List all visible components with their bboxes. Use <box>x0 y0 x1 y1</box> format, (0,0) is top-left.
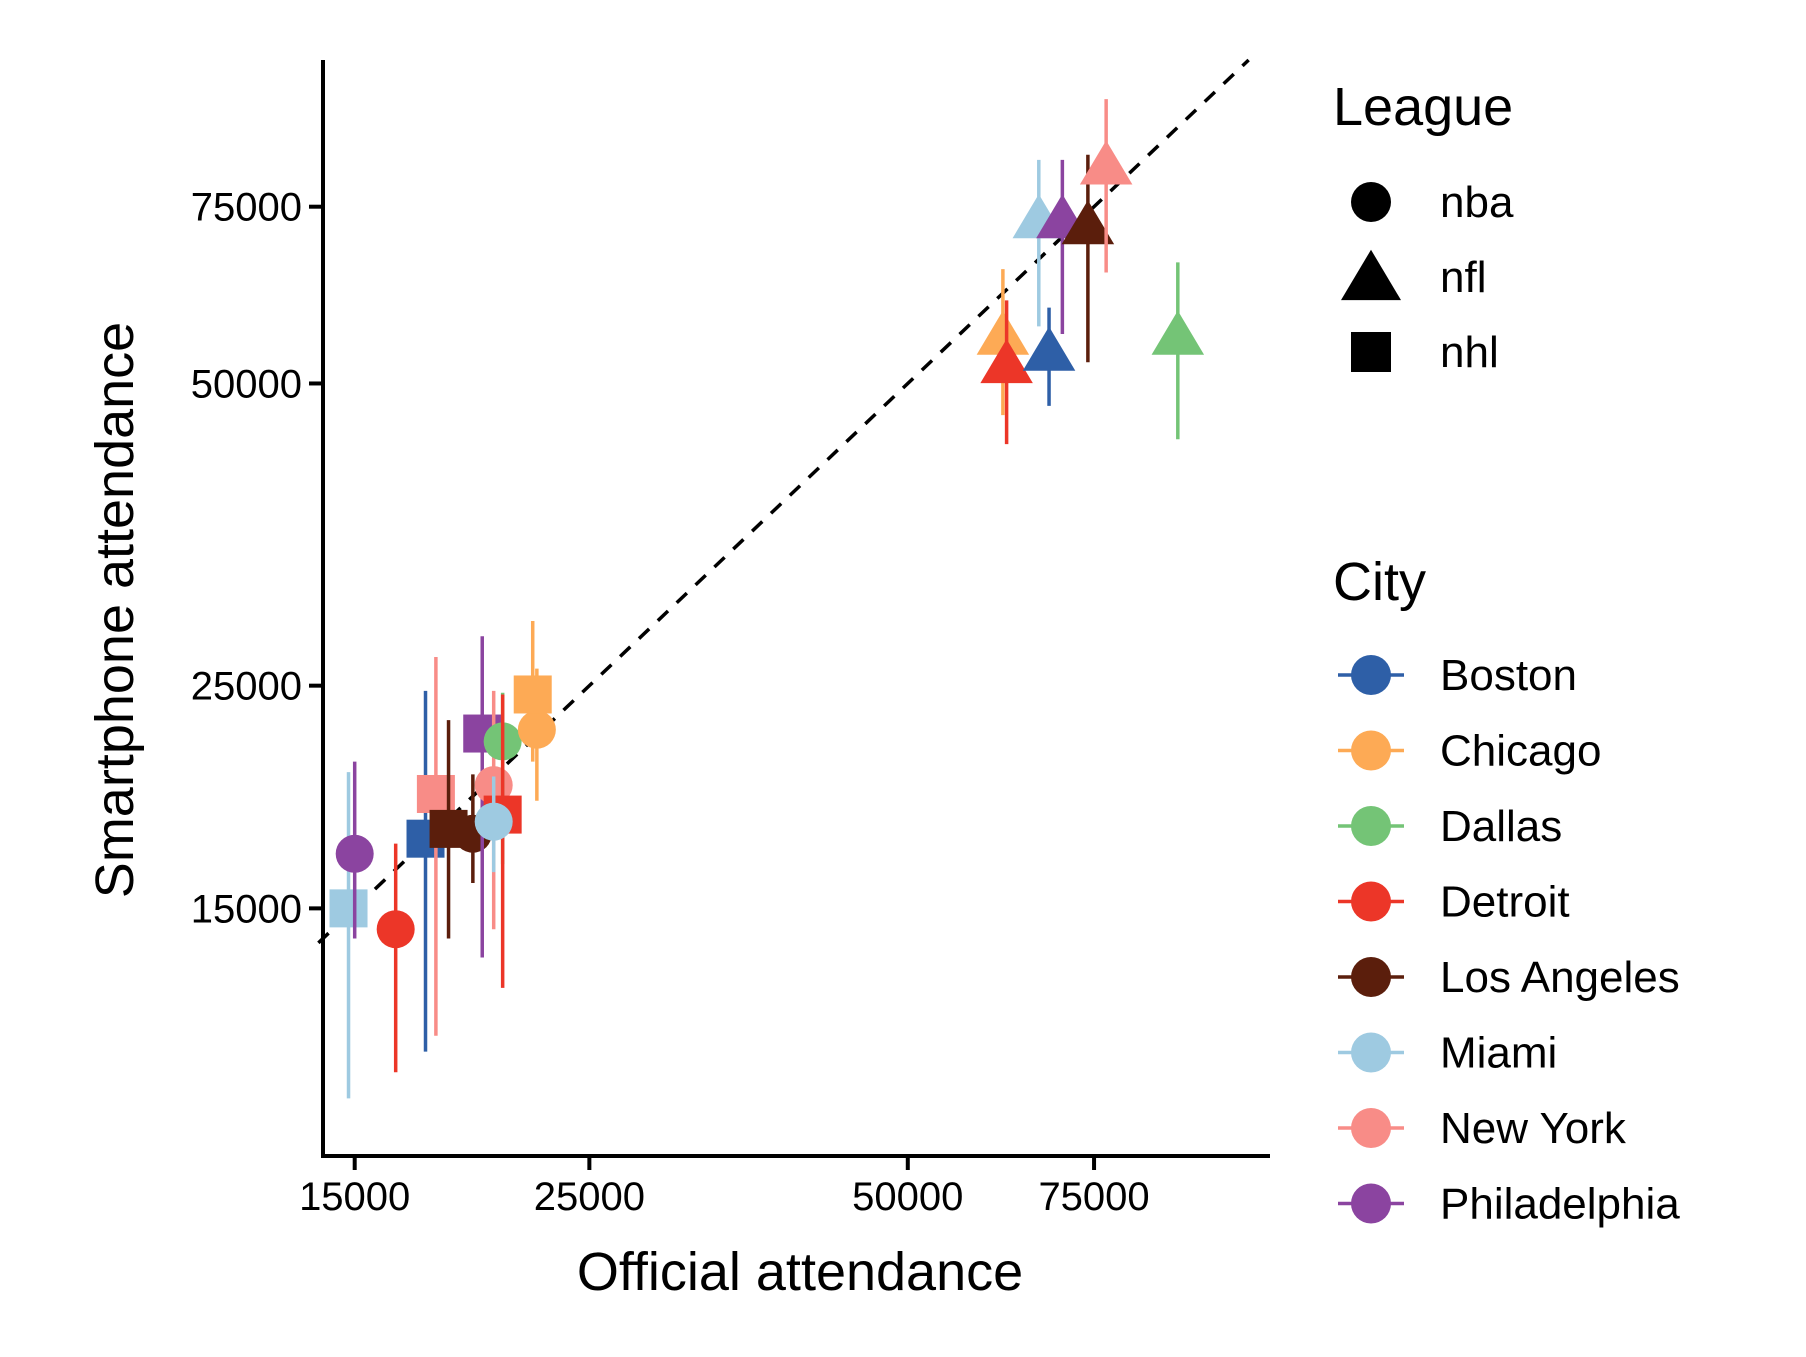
legend-city-entry: Chicago <box>1338 727 1601 776</box>
data-point <box>474 776 513 873</box>
point-marker <box>329 889 368 928</box>
point-marker <box>376 910 415 949</box>
legend-city-label: Detroit <box>1440 878 1570 927</box>
data-points-layer <box>329 99 1205 1099</box>
legend-city-label: Chicago <box>1440 727 1601 776</box>
legend-city-entry: Los Angeles <box>1338 953 1680 1002</box>
point-marker <box>1151 310 1205 355</box>
legend-key-circle-icon <box>1351 957 1391 997</box>
point-marker <box>513 675 552 714</box>
legend-league-entry: nfl <box>1341 249 1486 302</box>
legend-city-label: New York <box>1440 1104 1627 1153</box>
data-point <box>513 620 552 762</box>
legend-city-label: Miami <box>1440 1029 1557 1078</box>
legend-city: City Boston Chicago Dallas Detroit Los Angel… <box>1333 552 1680 1229</box>
legend-city-entry: Boston <box>1338 651 1577 700</box>
data-point <box>1079 99 1133 273</box>
legend-key-circle-icon <box>1351 1032 1391 1073</box>
point-marker <box>474 802 513 841</box>
x-axis-title: Official attendance <box>577 1242 1023 1302</box>
legend-city-entry: New York <box>1338 1104 1627 1153</box>
data-point <box>1061 154 1115 363</box>
y-tick-label: 75000 <box>191 186 302 230</box>
data-point <box>980 300 1033 445</box>
point-marker <box>980 339 1033 384</box>
point-marker <box>1061 200 1115 245</box>
legend-key-circle-icon <box>1351 182 1391 222</box>
legend-league-label: nfl <box>1440 253 1486 302</box>
legend-key-circle-icon <box>1351 806 1391 846</box>
legend-city-title: City <box>1333 552 1426 612</box>
data-point <box>1151 262 1205 440</box>
axes-layer <box>321 60 1270 1158</box>
legend-league-title: League <box>1333 77 1513 137</box>
y-tick-label: 25000 <box>191 665 302 709</box>
data-point <box>1022 307 1076 406</box>
legend-key-circle-icon <box>1351 1183 1391 1224</box>
point-marker <box>1079 140 1133 185</box>
x-tick-label: 50000 <box>852 1175 963 1219</box>
legend-key-triangle-icon <box>1341 249 1401 301</box>
legend-key-circle-icon <box>1351 655 1391 695</box>
legend-city-label: Boston <box>1440 651 1577 700</box>
y-axis-title: Smartphone attendance <box>85 322 145 898</box>
legend-key-circle-icon <box>1351 730 1391 771</box>
legend-key-circle-icon <box>1351 881 1391 922</box>
data-point <box>376 843 415 1073</box>
data-point <box>406 690 445 1052</box>
x-tick-label: 15000 <box>299 1175 410 1219</box>
legend-city-label: Philadelphia <box>1440 1180 1680 1229</box>
data-point <box>335 761 374 939</box>
point-marker <box>335 834 374 873</box>
point-marker <box>1022 326 1076 371</box>
point-marker <box>517 710 556 749</box>
legend-league-label: nba <box>1440 178 1514 227</box>
legend-city-entry: Detroit <box>1338 878 1570 927</box>
x-tick-label: 25000 <box>534 1175 645 1219</box>
legend-city-entry: Dallas <box>1338 802 1562 851</box>
legend-league: League nba nfl nhl <box>1333 77 1514 377</box>
legend-city-label: Los Angeles <box>1440 953 1680 1002</box>
legend-league-label: nhl <box>1440 328 1499 377</box>
legend-key-circle-icon <box>1351 1108 1391 1148</box>
legend-city-entry: Philadelphia <box>1338 1180 1680 1229</box>
data-point <box>1036 159 1089 335</box>
tick-labels-layer: 15000 25000 50000 75000 15000 25000 50000 75000 <box>191 186 1150 1219</box>
legend-league-entry: nba <box>1351 178 1514 227</box>
legend-key-square-icon <box>1351 332 1391 372</box>
legend-city-label: Dallas <box>1440 802 1562 851</box>
point-marker <box>976 310 1030 355</box>
x-tick-label: 75000 <box>1038 1175 1149 1219</box>
y-tick-label: 15000 <box>191 887 302 931</box>
data-point <box>976 269 1030 416</box>
data-point <box>329 772 368 1099</box>
y-tick-label: 50000 <box>191 362 302 406</box>
legend-city-entry: Miami <box>1338 1029 1557 1078</box>
legend-league-entry: nhl <box>1351 328 1499 377</box>
